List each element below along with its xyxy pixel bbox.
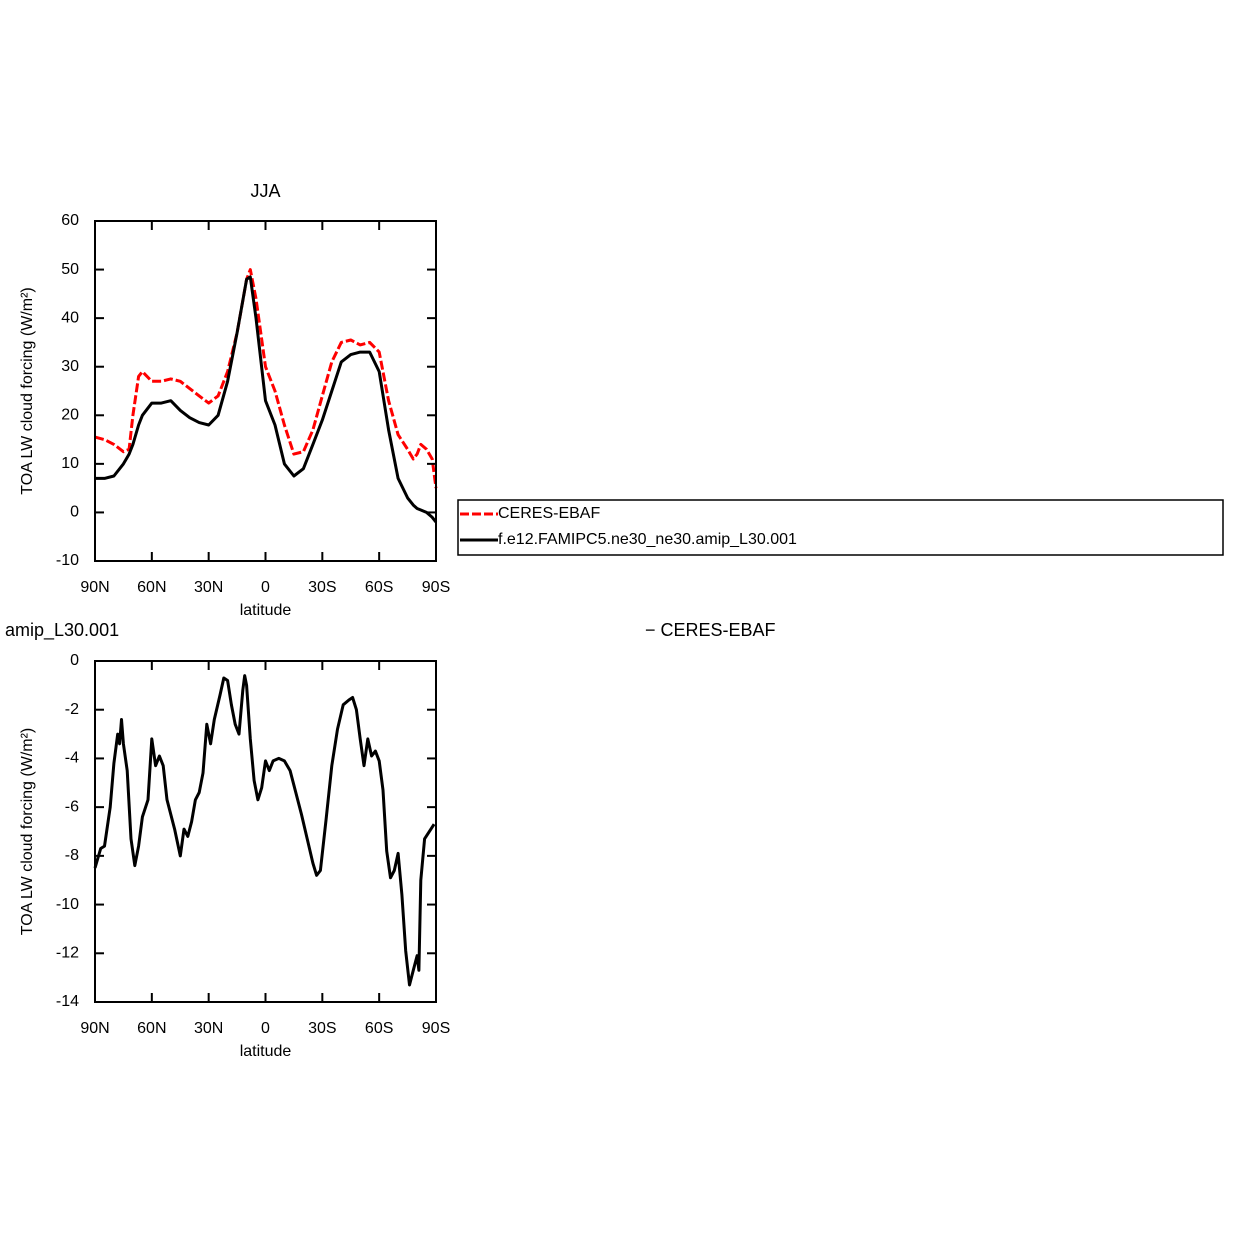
- x-tick-label: 60N: [137, 579, 166, 596]
- x-tick-label: 60N: [137, 1020, 166, 1037]
- data-line: [94, 268, 438, 489]
- chart-title: JJA: [250, 181, 280, 201]
- x-tick-label: 30N: [194, 1020, 223, 1037]
- y-tick-label: -12: [56, 945, 79, 962]
- y-tick-label: 50: [61, 261, 79, 278]
- legend-label: f.e12.FAMIPC5.ne30_ne30.amip_L30.001: [498, 531, 797, 548]
- y-tick-label: -10: [56, 896, 79, 913]
- data-line: [93, 674, 436, 987]
- x-tick-label: 90N: [80, 1020, 109, 1037]
- y-tick-label: 20: [61, 407, 79, 424]
- x-tick-label: 0: [261, 1020, 270, 1037]
- x-tick-label: 90S: [422, 1020, 450, 1037]
- y-tick-label: 0: [70, 504, 79, 521]
- x-tick-label: 30S: [308, 1020, 336, 1037]
- legend-label: CERES-EBAF: [498, 505, 600, 522]
- x-tick-label: 30S: [308, 579, 336, 596]
- y-tick-label: 60: [61, 212, 79, 229]
- y-tick-label: 40: [61, 309, 79, 326]
- y-tick-label: -14: [56, 993, 79, 1010]
- x-tick-label: 60S: [365, 1020, 393, 1037]
- x-tick-label: 30N: [194, 579, 223, 596]
- x-tick-label: 0: [261, 579, 270, 596]
- y-tick-label: -2: [65, 701, 79, 718]
- y-tick-label: 30: [61, 358, 79, 375]
- left-title: amip_L30.001: [5, 620, 119, 641]
- right-title: − CERES-EBAF: [645, 620, 776, 640]
- data-line: [95, 275, 438, 524]
- y-tick-label: -6: [65, 798, 79, 815]
- y-tick-label: 10: [61, 455, 79, 472]
- y-tick-label: 0: [70, 652, 79, 669]
- legend-box: [457, 499, 1224, 556]
- y-tick-label: -10: [56, 552, 79, 569]
- x-axis-label: latitude: [240, 1043, 292, 1060]
- y-axis-label: TOA LW cloud forcing (W/m²): [19, 728, 36, 935]
- x-tick-label: 90N: [80, 579, 109, 596]
- x-axis-label: latitude: [240, 602, 292, 619]
- y-axis-label: TOA LW cloud forcing (W/m²): [19, 287, 36, 494]
- x-tick-label: 60S: [365, 579, 393, 596]
- x-tick-label: 90S: [422, 579, 450, 596]
- y-tick-label: -4: [65, 750, 79, 767]
- y-tick-label: -8: [65, 847, 79, 864]
